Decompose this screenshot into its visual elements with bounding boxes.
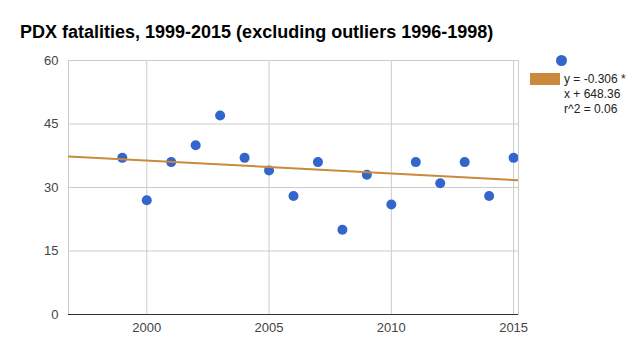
svg-text:2015: 2015	[499, 320, 528, 335]
svg-text:2005: 2005	[255, 320, 284, 335]
svg-text:45: 45	[44, 116, 58, 131]
svg-text:60: 60	[44, 53, 58, 68]
svg-text:2000: 2000	[132, 320, 161, 335]
html-text:PDX fatalities, 1999-2015 (exc: PDX fatalities, 1999-2015 (excluding out…	[20, 22, 494, 42]
svg-text:15: 15	[44, 243, 58, 258]
svg-text:0: 0	[51, 307, 58, 322]
svg-text:2010: 2010	[377, 320, 406, 335]
html-text:y = -0.306 * x + 648.36 r^2 =: y = -0.306 * x + 648.36 r^2 = 0.06	[564, 72, 626, 116]
svg-text:30: 30	[44, 180, 58, 195]
